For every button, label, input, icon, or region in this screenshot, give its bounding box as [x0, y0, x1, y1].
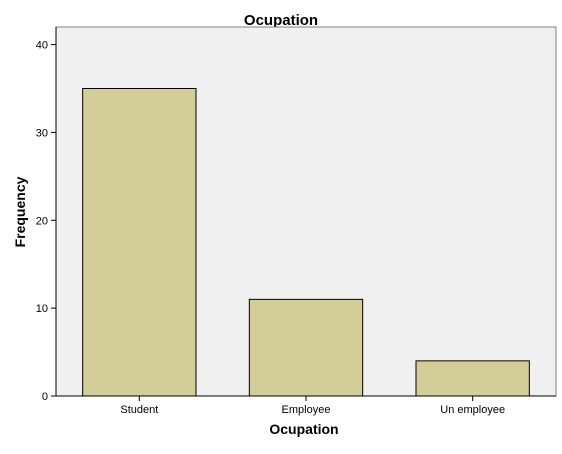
chart-title: Ocupation — [244, 12, 318, 29]
x-axis: Student Employee Un employee — [56, 395, 556, 416]
y-tick-label: 20 — [36, 215, 48, 227]
y-tick-label: 0 — [42, 391, 48, 403]
bars-group — [82, 88, 530, 397]
y-tick-label: 40 — [36, 40, 48, 52]
y-tick-label: 10 — [36, 303, 48, 315]
x-tick-label: Student — [120, 404, 158, 416]
x-axis-label: Ocupation — [269, 421, 338, 437]
bar-employee — [248, 298, 364, 397]
bar-un-employee — [415, 360, 530, 397]
bar-student — [82, 88, 197, 397]
y-axis-label: Frequency — [12, 176, 28, 247]
y-axis: 0 10 20 30 40 — [36, 27, 57, 403]
x-tick-label: Employee — [282, 404, 331, 416]
x-tick-label: Un employee — [440, 404, 505, 416]
y-tick-label: 30 — [36, 127, 48, 139]
